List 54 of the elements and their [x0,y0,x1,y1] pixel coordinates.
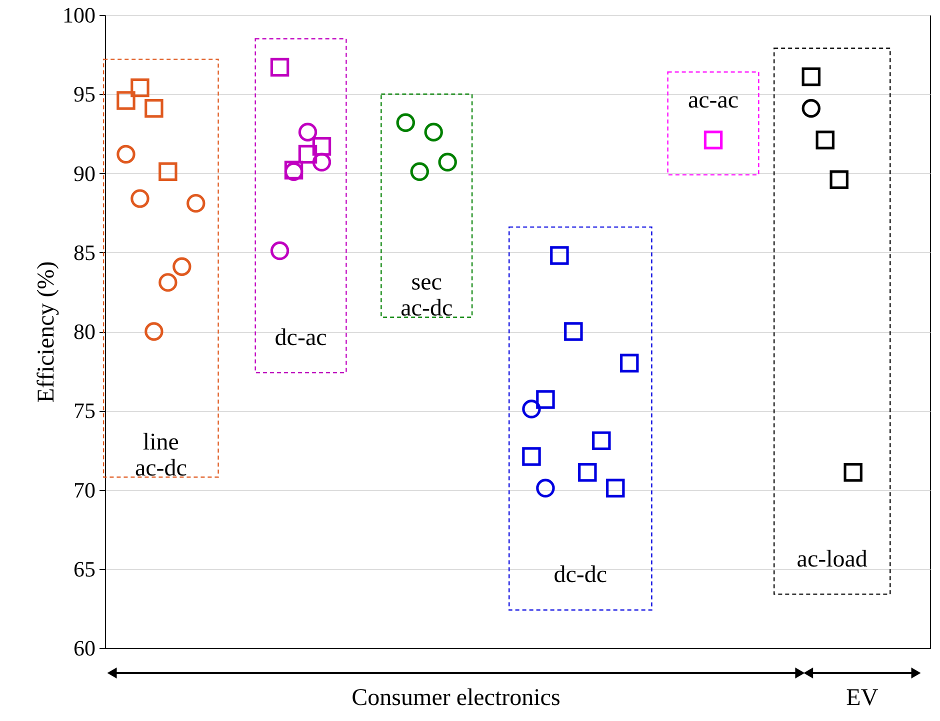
y-tick-label: 95 [74,82,96,107]
point [270,241,290,260]
point [802,99,821,118]
annotation: sec ac-dc [400,269,453,322]
annotation: dc-ac [274,324,327,351]
point [410,162,429,182]
point [144,322,164,341]
y-tick-label: 60 [74,636,96,660]
point [564,322,583,341]
y-tick-label: 85 [74,240,96,265]
point [298,144,318,164]
point [172,257,192,276]
y-tick-label: 90 [74,160,96,186]
annotation: ac-load [796,546,868,572]
point [522,400,541,418]
point [116,144,136,164]
y-axis-title: Efficiency (%) [34,261,60,403]
point [158,273,178,292]
y-tick-label: 75 [74,398,96,424]
point [312,152,332,172]
point [592,431,611,450]
point [186,194,206,213]
point [522,447,541,466]
annotation: dc-dc [554,562,608,588]
point [158,162,178,182]
y-tick-label: 100 [62,2,96,28]
point [550,246,569,265]
point [116,91,136,110]
point [578,462,597,482]
point [396,113,415,132]
x2-axis-title: EV [846,685,879,711]
y-tick-label: 80 [74,319,96,344]
point [424,122,443,142]
point [130,78,150,98]
x-axis-title: Consumer electronics [352,685,560,711]
y-tick-label: 70 [74,477,96,502]
annotation: line ac-dc [134,429,187,482]
point [536,390,555,409]
point [438,152,457,172]
point [620,354,639,373]
point [270,58,290,77]
point [536,478,555,498]
point [802,67,821,86]
point [130,189,150,208]
point [830,170,848,189]
point [816,130,834,150]
annotation: ac-ac [688,87,739,114]
point [312,136,332,156]
point [144,99,164,118]
point [844,462,862,482]
point [298,122,318,142]
point [606,478,625,498]
point [704,130,723,150]
y-tick-label: 65 [74,556,96,582]
